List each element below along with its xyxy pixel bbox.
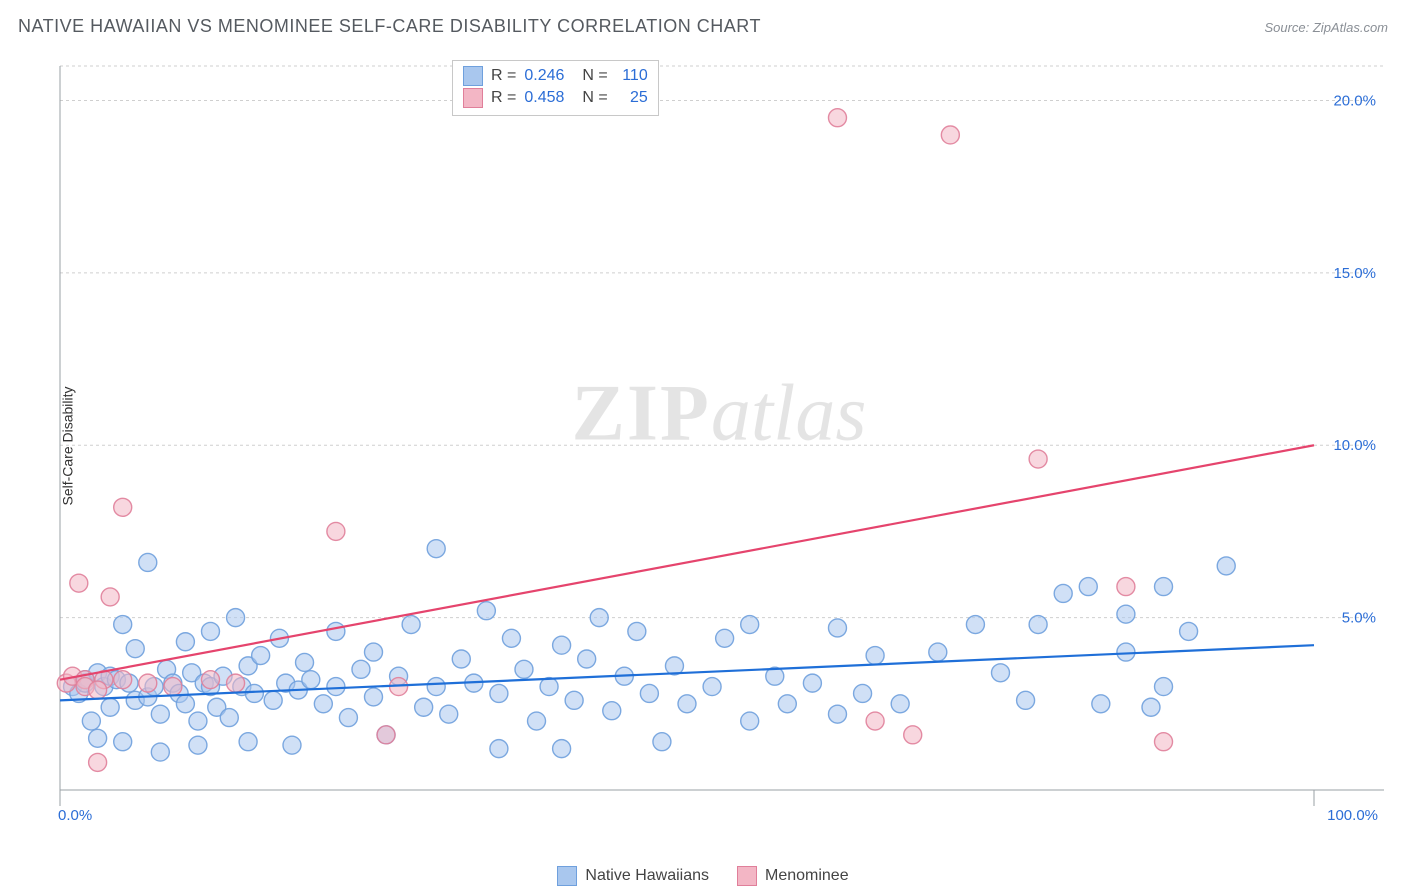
- svg-text:10.0%: 10.0%: [1333, 437, 1376, 454]
- series-legend-item: Native Hawaiians: [557, 866, 709, 886]
- legend-n-label: N =: [582, 87, 607, 109]
- legend-n-value: 110: [616, 65, 648, 87]
- scatter-plot-svg: 5.0% 10.0% 15.0% 20.0% 0.0% 100.0%: [54, 60, 1384, 830]
- chart-title: NATIVE HAWAIIAN VS MENOMINEE SELF-CARE D…: [18, 16, 761, 37]
- legend-row: R = 0.246 N = 110: [463, 65, 648, 87]
- legend-r-value: 0.458: [524, 87, 564, 109]
- legend-swatch: [737, 866, 757, 886]
- series-legend-label: Menominee: [765, 867, 849, 885]
- legend-row: R = 0.458 N = 25: [463, 87, 648, 109]
- legend-swatch: [463, 88, 483, 108]
- legend-r-value: 0.246: [524, 65, 564, 87]
- source-label: Source: ZipAtlas.com: [1264, 20, 1388, 35]
- legend-r-label: R =: [491, 87, 516, 109]
- legend-swatch: [463, 66, 483, 86]
- svg-text:100.0%: 100.0%: [1327, 807, 1378, 824]
- title-bar: NATIVE HAWAIIAN VS MENOMINEE SELF-CARE D…: [18, 16, 1388, 37]
- svg-text:5.0%: 5.0%: [1342, 610, 1376, 627]
- plot-area: 5.0%10.0%15.0%20.0%0.0%100.0% ZIPatlas: [54, 60, 1384, 830]
- legend-n-value: 25: [616, 87, 648, 109]
- svg-text:20.0%: 20.0%: [1333, 92, 1376, 109]
- svg-text:15.0%: 15.0%: [1333, 265, 1376, 282]
- series-legend-label: Native Hawaiians: [585, 867, 709, 885]
- legend-n-label: N =: [582, 65, 607, 87]
- correlation-legend: R = 0.246 N = 110 R = 0.458 N = 25: [452, 60, 659, 116]
- legend-r-label: R =: [491, 65, 516, 87]
- series-legend: Native Hawaiians Menominee: [0, 866, 1406, 886]
- legend-swatch: [557, 866, 577, 886]
- series-legend-item: Menominee: [737, 866, 849, 886]
- svg-text:0.0%: 0.0%: [58, 807, 92, 824]
